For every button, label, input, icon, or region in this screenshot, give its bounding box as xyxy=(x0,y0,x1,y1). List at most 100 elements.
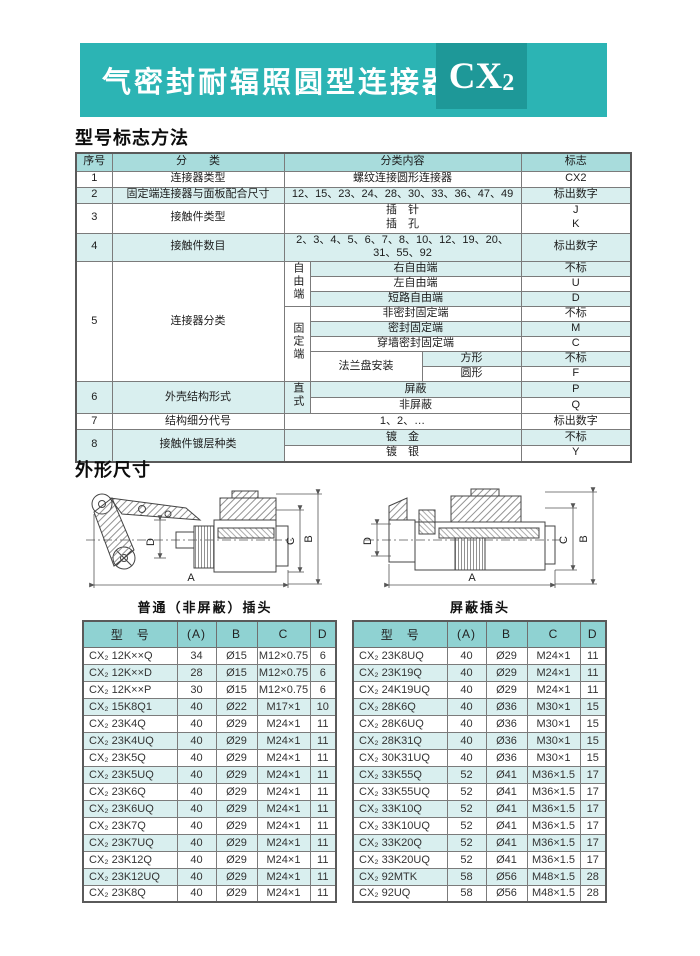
spec-cell: M48×1.5 xyxy=(526,867,581,886)
spec-cell: 40 xyxy=(176,833,217,852)
spec-cell: 40 xyxy=(446,697,487,716)
spec-cell: M36×1.5 xyxy=(526,765,581,784)
r7-content: 1、2、… xyxy=(283,413,522,430)
outline-drawing-nonshielded: D C B A xyxy=(86,489,322,588)
table-row: CX₂ 23K12UQ 40 Ø29 M24×1 11 xyxy=(82,867,337,886)
spec-cell: M36×1.5 xyxy=(526,833,581,852)
model-cell: CX₂ 12K××Q xyxy=(82,646,178,665)
spec-cell: 15 xyxy=(579,731,607,750)
r5-fixed-group: 固定端 xyxy=(283,306,311,382)
spec-cell: 28 xyxy=(176,663,217,682)
col-b: B xyxy=(215,620,258,648)
model-cell: CX₂ 92MTK xyxy=(352,867,448,886)
spec-cell: M24×1 xyxy=(256,799,311,818)
r5-fixed3: 穿墙密封固定端 xyxy=(309,336,522,352)
model-cell: CX₂ 33K55Q xyxy=(352,765,448,784)
table-row: CX₂ 23K6Q 40 Ø29 M24×1 11 xyxy=(82,782,337,801)
model-cell: CX₂ 33K55UQ xyxy=(352,782,448,801)
r5-free1: 右自由端 xyxy=(309,261,522,277)
r3-content: 插 针 插 孔 xyxy=(283,202,522,234)
spec-cell: 40 xyxy=(176,731,217,750)
spec-cell: M30×1 xyxy=(526,731,581,750)
col-b: B xyxy=(485,620,528,648)
spec-cell: 40 xyxy=(446,680,487,699)
table-row: CX₂ 33K55Q 52 Ø41 M36×1.5 17 xyxy=(352,765,607,784)
r3-line1: 插 针 xyxy=(386,204,419,217)
r5-cat: 连接器分类 xyxy=(111,261,285,382)
header-no: 序号 xyxy=(75,152,113,172)
spec-cell: Ø29 xyxy=(215,850,258,869)
marking-row-5g: 法兰盘安装 方形 不标 xyxy=(76,351,632,382)
spec-cell: 11 xyxy=(309,884,337,903)
r3-line2: 插 孔 xyxy=(386,218,419,230)
r4-mark: 标出数字 xyxy=(520,232,632,262)
r3-no: 3 xyxy=(75,202,113,234)
table-row: CX₂ 23K8Q 40 Ø29 M24×1 11 xyxy=(82,884,337,903)
dim-label-c: C xyxy=(558,536,570,544)
r8-sub1-mark: 不标 xyxy=(520,429,632,446)
r5-free2: 左自由端 xyxy=(309,276,522,292)
r8-sub2: 镀 银 xyxy=(283,445,522,462)
r7-mark: 标出数字 xyxy=(520,413,632,430)
spec-cell: 17 xyxy=(579,816,607,835)
header-category: 分 类 xyxy=(111,152,285,172)
model-cell: CX₂ 23K5UQ xyxy=(82,765,178,784)
spec-cell: 52 xyxy=(446,816,487,835)
r2-no: 2 xyxy=(75,186,113,204)
r6-sub1-mark: P xyxy=(520,381,632,398)
marking-row-6b: 非屏蔽 Q xyxy=(76,397,632,414)
model-cell: CX₂ 23K12Q xyxy=(82,850,178,869)
table-row: CX₂ 33K10Q 52 Ø41 M36×1.5 17 xyxy=(352,799,607,818)
spec-cell: 10 xyxy=(309,697,337,716)
spec-cell: M24×1 xyxy=(526,646,581,665)
marking-row-5h: 圆形 F xyxy=(76,366,632,382)
table-row: CX₂ 28K6Q 40 Ø36 M30×1 15 xyxy=(352,697,607,716)
r8-sub2-mark: Y xyxy=(520,445,632,462)
spec-cell: 11 xyxy=(309,714,337,733)
dim-label-d: D xyxy=(145,538,157,546)
spec-cell: 40 xyxy=(176,748,217,767)
spec-cell: 11 xyxy=(309,782,337,801)
spec-cell: Ø15 xyxy=(215,663,258,682)
spec-cell: 40 xyxy=(446,748,487,767)
spec-table-nonshielded: 型 号 (A) B C D CX₂ 12K××Q 34 Ø15 M12×0.75 6 CX… xyxy=(82,620,337,903)
col-c: C xyxy=(526,620,581,648)
spec-cell: Ø41 xyxy=(485,816,528,835)
r3-mark2: K xyxy=(572,218,580,230)
spec-cell: M36×1.5 xyxy=(526,816,581,835)
r2-content: 12、15、23、24、28、30、33、36、47、49 xyxy=(283,186,522,204)
spec-cell: 17 xyxy=(579,850,607,869)
col-c: C xyxy=(256,620,311,648)
table-row: CX₂ 23K6UQ 40 Ø29 M24×1 11 xyxy=(82,799,337,818)
col-a: (A) xyxy=(176,620,217,648)
spec-cell: Ø56 xyxy=(485,884,528,903)
model-cell: CX₂ 23K8UQ xyxy=(352,646,448,665)
r5-fixed2: 密封固定端 xyxy=(309,321,522,337)
r3-cat: 接触件类型 xyxy=(111,202,285,234)
spec-cell: Ø15 xyxy=(215,646,258,665)
col-model: 型 号 xyxy=(82,620,178,648)
r2-mark: 标出数字 xyxy=(520,186,632,204)
model-cell: CX₂ 12K××D xyxy=(82,663,178,682)
spec-cell: M24×1 xyxy=(256,850,311,869)
spec-cell: Ø29 xyxy=(215,782,258,801)
spec-cell: 6 xyxy=(309,663,337,682)
marking-header-row: 序号 分 类 分类内容 标志 xyxy=(75,152,632,172)
r6-sub1: 屏蔽 xyxy=(309,381,522,398)
col-d: D xyxy=(579,620,607,648)
table-row: CX₂ 23K19Q 40 Ø29 M24×1 11 xyxy=(352,663,607,682)
marking-row-2: 2 固定端连接器与面板配合尺寸 12、15、23、24、28、30、33、36、… xyxy=(75,186,632,204)
spec-cell: 58 xyxy=(446,867,487,886)
table-row: CX₂ 23K4UQ 40 Ø29 M24×1 11 xyxy=(82,731,337,750)
spec-cell: Ø36 xyxy=(485,748,528,767)
r6-sub2-mark: Q xyxy=(520,397,632,414)
r5-flange2-mark: F xyxy=(520,366,632,382)
table-row: CX₂ 23K8UQ 40 Ø29 M24×1 11 xyxy=(352,646,607,665)
r7-no: 7 xyxy=(75,413,113,430)
r3-mark: J K xyxy=(520,202,632,234)
marking-row-5f: 穿墙密封固定端 C xyxy=(76,336,632,352)
table-row: CX₂ 33K10UQ 52 Ø41 M36×1.5 17 xyxy=(352,816,607,835)
model-cell: CX₂ 33K10UQ xyxy=(352,816,448,835)
r1-no: 1 xyxy=(75,170,113,188)
spec-cell: 11 xyxy=(309,748,337,767)
